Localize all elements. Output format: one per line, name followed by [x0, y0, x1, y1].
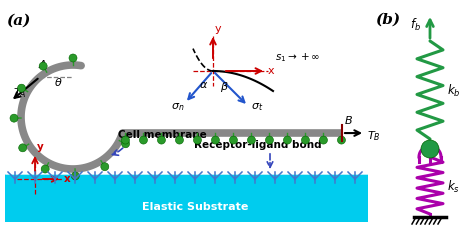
Text: $\alpha$: $\alpha$ — [199, 80, 208, 90]
Circle shape — [421, 140, 439, 158]
Circle shape — [10, 115, 18, 123]
Circle shape — [265, 136, 273, 144]
Circle shape — [139, 136, 147, 144]
Text: x: x — [268, 66, 274, 76]
Text: $k_s$: $k_s$ — [447, 178, 460, 194]
Text: Receptor-ligand bond: Receptor-ligand bond — [194, 139, 322, 149]
Circle shape — [193, 136, 201, 144]
Circle shape — [319, 136, 328, 144]
Text: $A$: $A$ — [38, 58, 47, 70]
Text: $\theta$: $\theta$ — [54, 76, 63, 87]
Text: $\sigma_n$: $\sigma_n$ — [171, 101, 184, 112]
Text: $\beta$: $\beta$ — [220, 80, 229, 94]
Circle shape — [18, 144, 27, 152]
Text: $T_B$: $T_B$ — [367, 129, 381, 142]
Text: (a): (a) — [6, 14, 30, 28]
Circle shape — [157, 136, 165, 144]
Bar — [5, 174, 368, 222]
Text: $f_b$: $f_b$ — [410, 17, 421, 33]
Text: $\sigma_t$: $\sigma_t$ — [251, 101, 264, 112]
Circle shape — [41, 165, 49, 173]
Circle shape — [337, 136, 346, 144]
Text: x: x — [64, 173, 71, 183]
Circle shape — [101, 163, 109, 171]
Text: y: y — [215, 24, 222, 34]
Circle shape — [247, 136, 255, 144]
Circle shape — [121, 136, 129, 144]
Circle shape — [18, 85, 26, 93]
Text: Cell membrane: Cell membrane — [118, 129, 207, 139]
Circle shape — [69, 55, 77, 63]
Text: $k_b$: $k_b$ — [447, 83, 461, 99]
Text: Elastic Substrate: Elastic Substrate — [142, 201, 248, 211]
Circle shape — [211, 136, 219, 144]
Text: $s_1 \rightarrow +\infty$: $s_1 \rightarrow +\infty$ — [275, 51, 320, 63]
Circle shape — [121, 140, 129, 148]
Text: y: y — [37, 141, 44, 151]
Text: $T_A$: $T_A$ — [13, 86, 26, 100]
Text: $B$: $B$ — [344, 114, 353, 125]
Circle shape — [283, 136, 292, 144]
Circle shape — [301, 136, 310, 144]
Circle shape — [39, 63, 47, 71]
Text: (b): (b) — [375, 13, 400, 27]
Circle shape — [71, 172, 79, 180]
Circle shape — [175, 136, 183, 144]
Circle shape — [229, 136, 237, 144]
